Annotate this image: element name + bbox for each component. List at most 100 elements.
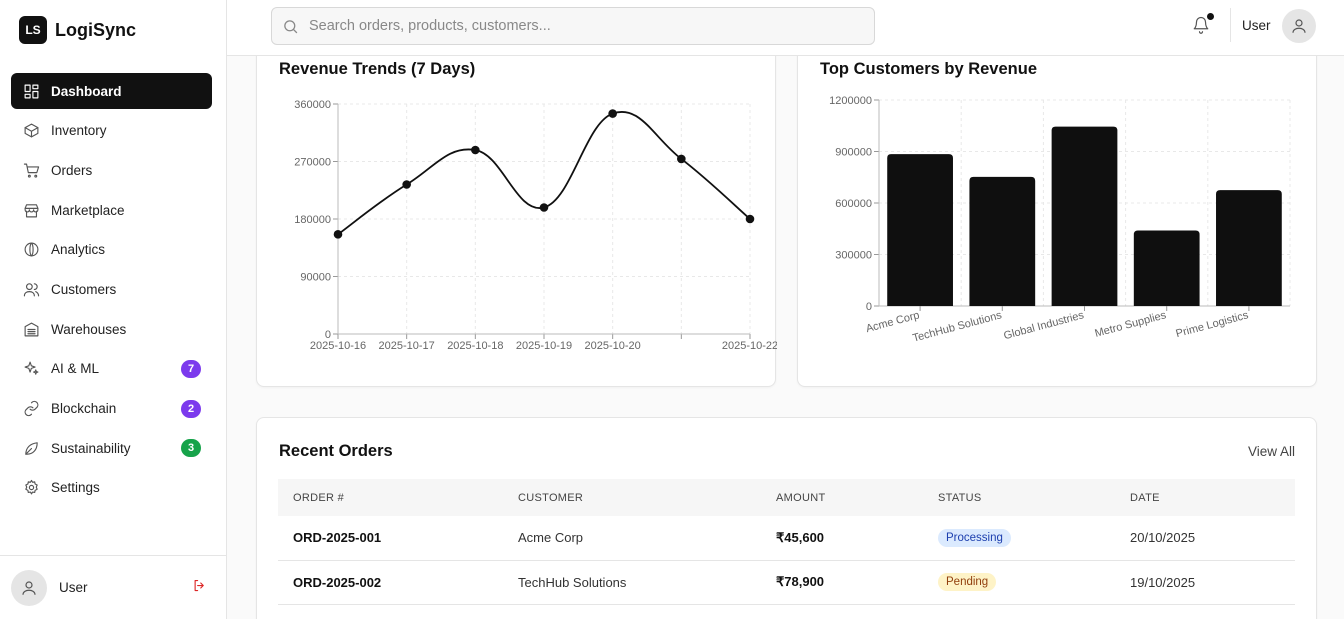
y-tick-label: 0: [325, 329, 331, 341]
table-header-row: ORDER # CUSTOMER AMOUNT STATUS DATE: [278, 479, 1295, 516]
y-tick-label: 0: [866, 301, 872, 313]
x-tick-label: TechHub Solutions: [911, 309, 1003, 344]
sidebar-item-label: Dashboard: [51, 83, 122, 99]
bar: [1133, 230, 1200, 306]
search-icon: [284, 19, 298, 33]
search-bar[interactable]: [271, 7, 875, 45]
sidebar-item-label: Orders: [51, 162, 93, 178]
notifications-button[interactable]: [1192, 13, 1214, 38]
store-icon: [22, 201, 40, 219]
x-tick-label: Global Industries: [1002, 309, 1085, 342]
sidebar-item-sustainability[interactable]: Sustainability 3: [11, 430, 212, 466]
bar: [887, 154, 953, 306]
view-all-link[interactable]: View All: [1247, 444, 1295, 459]
card-title: Top Customers by Revenue: [820, 60, 1037, 78]
top-customers-card: Top Customers by Revenue 0 300000 600000 90…: [797, 36, 1317, 387]
order-date: 20/10/2025: [1130, 530, 1196, 546]
sidebar-item-label: Warehouses: [51, 321, 127, 337]
sidebar-item-label: Analytics: [51, 242, 106, 258]
header-avatar[interactable]: [1282, 9, 1316, 43]
sidebar-item-label: Customers: [51, 281, 117, 297]
brand[interactable]: LS LogiSync: [19, 16, 136, 44]
sidebar-item-ai-ml[interactable]: AI & ML 7: [11, 351, 212, 387]
sidebar-item-settings[interactable]: Settings: [11, 470, 212, 506]
sidebar-item-orders[interactable]: Orders: [11, 152, 212, 188]
search-input[interactable]: [309, 18, 849, 34]
sidebar-item-label: Marketplace: [51, 202, 125, 218]
notification-dot: [1207, 13, 1214, 20]
order-customer: TechHub Solutions: [518, 574, 627, 590]
data-point: [333, 230, 343, 239]
sidebar-item-label: Inventory: [51, 123, 107, 139]
sidebar-item-customers[interactable]: Customers: [11, 271, 212, 307]
brain-icon: [22, 241, 40, 259]
sidebar-item-inventory[interactable]: Inventory: [11, 113, 212, 149]
data-point: [745, 214, 755, 224]
order-date: 19/10/2025: [1130, 574, 1196, 590]
ai-ml-count-badge: 7: [181, 359, 201, 378]
sidebar-item-label: AI & ML: [51, 361, 100, 377]
orders-table: ORDER # CUSTOMER AMOUNT STATUS DATE ORD-…: [278, 479, 1295, 605]
y-tick-label: 300000: [835, 250, 872, 262]
column-header[interactable]: CUSTOMER: [518, 491, 584, 504]
users-icon: [22, 280, 40, 298]
sidebar-item-dashboard[interactable]: Dashboard: [11, 73, 212, 109]
y-tick-label: 1200000: [829, 95, 872, 107]
table-row[interactable]: ORD-2025-002 TechHub Solutions ₹78,900 P…: [278, 560, 1295, 604]
x-tick-label: 2025-10-16: [310, 340, 366, 352]
y-tick-label: 600000: [835, 198, 872, 210]
column-header[interactable]: AMOUNT: [776, 491, 826, 504]
x-tick-label: 2025-10-18: [447, 340, 503, 352]
customers-bar-chart: 0 300000 600000 900000 1200000 Acme CorpTechH…: [829, 95, 1291, 345]
x-tick-label: Metro Supplies: [1093, 309, 1167, 340]
leaf-icon: [22, 439, 40, 457]
table-row[interactable]: ORD-2025-001 Acme Corp ₹45,600 Processin…: [278, 516, 1295, 560]
x-tick-label: Prime Logistics: [1175, 309, 1251, 340]
order-amount: ₹78,900: [776, 574, 825, 589]
dashboard-icon: [22, 82, 40, 100]
brand-logo: LS: [19, 16, 47, 44]
blockchain-count-badge: 2: [181, 399, 201, 418]
y-tick-label: 90000: [300, 272, 331, 284]
user-icon: [22, 580, 36, 595]
column-header[interactable]: STATUS: [938, 491, 982, 504]
revenue-line-chart: 0 90000 180000 270000 360000 2025-10-16 2025-1…: [294, 99, 777, 352]
user-icon: [1292, 19, 1306, 33]
data-point: [608, 109, 617, 118]
sidebar-item-analytics[interactable]: Analytics: [11, 232, 212, 268]
bell-icon: [1193, 16, 1209, 34]
sidebar-item-label: Settings: [51, 480, 100, 496]
sidebar-item-label: Blockchain: [51, 401, 117, 416]
sidebar-item-marketplace[interactable]: Marketplace: [11, 192, 212, 228]
y-tick-label: 900000: [835, 147, 872, 159]
footer-username: User: [59, 580, 88, 595]
status-badge: Pending: [938, 573, 997, 591]
top-header: User: [227, 0, 1344, 56]
sparkles-icon: [22, 360, 40, 378]
logout-icon[interactable]: [192, 578, 207, 598]
y-tick-label: 180000: [294, 214, 331, 226]
card-title: Revenue Trends (7 Days): [279, 60, 476, 78]
header-username[interactable]: User: [1242, 18, 1271, 33]
sidebar-item-label: Sustainability: [51, 440, 131, 456]
recent-orders-card: Recent Orders View All ORDER # CUSTOMER …: [256, 417, 1317, 619]
order-number[interactable]: ORD-2025-002: [293, 574, 382, 590]
header-divider: [1230, 8, 1231, 42]
gear-icon: [22, 479, 40, 497]
brand-name: LogiSync: [55, 19, 137, 40]
order-number[interactable]: ORD-2025-001: [293, 530, 382, 546]
bar: [1051, 126, 1118, 306]
column-header[interactable]: ORDER #: [293, 491, 344, 504]
avatar[interactable]: [11, 569, 47, 606]
x-tick-label: 2025-10-22: [722, 340, 777, 352]
data-point: [677, 154, 686, 164]
cart-icon: [22, 161, 40, 179]
data-point: [402, 180, 411, 189]
bar: [1216, 190, 1282, 306]
sidebar-item-blockchain[interactable]: Blockchain 2: [11, 391, 212, 427]
sidebar: LS LogiSync Dashboard Inventory Orders M…: [0, 0, 227, 619]
sidebar-item-warehouses[interactable]: Warehouses: [11, 311, 212, 347]
column-header[interactable]: DATE: [1130, 491, 1160, 504]
sidebar-footer: User: [0, 555, 226, 619]
y-tick-label: 360000: [294, 99, 331, 111]
